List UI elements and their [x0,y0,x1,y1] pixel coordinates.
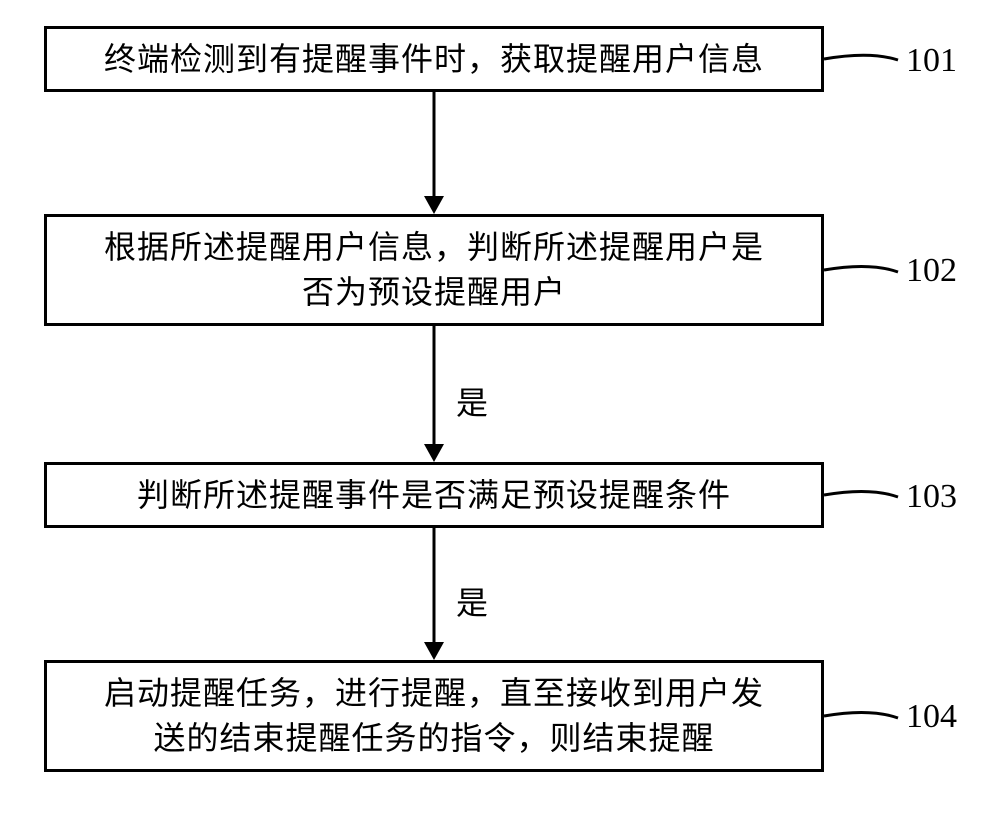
connector-102-103 [424,326,444,462]
flowchart-node-104-text: 启动提醒任务，进行提醒，直至接收到用户发送的结束提醒任务的指令，则结束提醒 [104,671,764,761]
leader-104 [824,712,898,718]
edge-label-103-104: 是 [456,578,488,624]
edge-label-102-103: 是 [456,378,488,424]
step-label-103: 103 [906,478,957,516]
flowchart-node-102: 根据所述提醒用户信息，判断所述提醒用户是否为预设提醒用户 [44,214,824,326]
flowchart-node-101-text: 终端检测到有提醒事件时，获取提醒用户信息 [104,37,764,82]
flowchart-node-104: 启动提醒任务，进行提醒，直至接收到用户发送的结束提醒任务的指令，则结束提醒 [44,660,824,772]
flowchart-node-103: 判断所述提醒事件是否满足预设提醒条件 [44,462,824,528]
step-label-104: 104 [906,698,957,736]
leader-102 [824,266,898,272]
connector-103-104 [424,528,444,660]
connector-101-102 [424,92,444,214]
flowchart-node-102-text: 根据所述提醒用户信息，判断所述提醒用户是否为预设提醒用户 [104,225,764,315]
step-label-101: 101 [906,42,957,80]
step-label-102: 102 [906,252,957,290]
leader-103 [824,491,898,497]
flowchart-container: 终端检测到有提醒事件时，获取提醒用户信息 101 根据所述提醒用户信息，判断所述… [0,0,1000,838]
flowchart-node-103-text: 判断所述提醒事件是否满足预设提醒条件 [137,473,731,518]
flowchart-node-101: 终端检测到有提醒事件时，获取提醒用户信息 [44,26,824,92]
leader-101 [824,55,898,60]
